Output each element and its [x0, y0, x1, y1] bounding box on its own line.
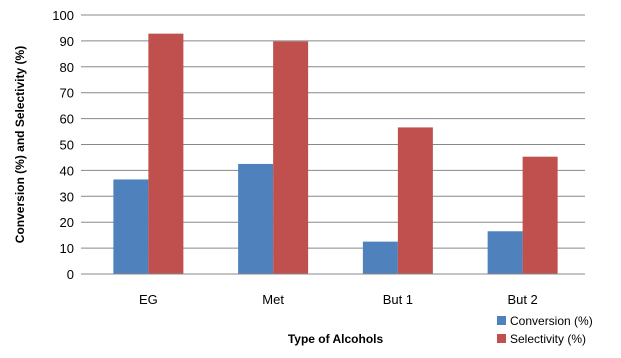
bar-conversion: [238, 163, 274, 274]
bar-conversion: [487, 231, 523, 274]
x-tick-label: Met: [262, 292, 284, 307]
legend-swatch: [497, 316, 506, 325]
bar-selectivity: [522, 156, 558, 274]
legend: Conversion (%) Selectivity (%): [497, 314, 593, 346]
y-tick-label: 40: [60, 163, 74, 178]
x-tick-label: EG: [139, 292, 158, 307]
legend-label: Selectivity (%): [510, 332, 586, 346]
y-axis-title: Conversion (%) and Selectivity (%): [13, 46, 27, 243]
y-tick-label: 60: [60, 112, 74, 127]
y-tick-label: 0: [67, 267, 74, 282]
y-tick-label: 10: [60, 241, 74, 256]
y-axis-ticks: 0 10 20 30 40 50 60 70 80 90 100: [52, 8, 74, 282]
x-axis-ticks: EG Met But 1 But 2: [139, 292, 538, 307]
y-tick-label: 90: [60, 34, 74, 49]
bars: [113, 33, 558, 275]
bar-selectivity: [397, 127, 433, 274]
bar-conversion: [362, 241, 398, 274]
bar-conversion: [113, 179, 149, 274]
x-axis-title: Type of Alcohols: [288, 332, 384, 346]
bar-selectivity: [148, 33, 184, 275]
y-tick-label: 20: [60, 215, 74, 230]
x-tick-label: But 2: [507, 292, 537, 307]
y-tick-label: 50: [60, 138, 74, 153]
y-tick-label: 70: [60, 86, 74, 101]
legend-swatch: [497, 334, 506, 343]
y-tick-label: 80: [60, 60, 74, 75]
legend-label: Conversion (%): [510, 314, 593, 328]
y-tick-label: 30: [60, 189, 74, 204]
x-tick-label: But 1: [383, 292, 413, 307]
y-tick-label: 100: [52, 8, 74, 23]
bar-selectivity: [273, 41, 309, 274]
